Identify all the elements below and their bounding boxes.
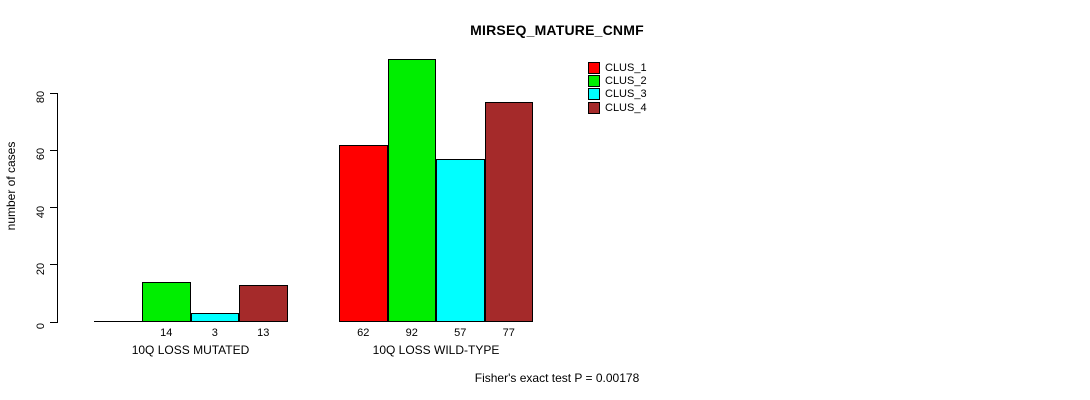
bar-value-label: 57 [454,327,467,339]
legend: CLUS_1 CLUS_2 CLUS_3 CLUS_4 [588,61,647,114]
bar-value-label: 13 [257,327,270,339]
group-label-1: 10Q LOSS MUTATED [131,343,250,357]
legend-item-CLUS_1: CLUS_1 [588,61,647,74]
bar-CLUS_4-group2 [484,102,533,322]
legend-swatch-icon [588,61,600,74]
y-axis-line [57,93,58,323]
y-axis-tick [50,92,57,94]
bar-CLUS_2-group1 [142,282,191,322]
bar-CLUS_3-group1 [190,313,239,322]
legend-item-CLUS_3: CLUS_3 [588,88,647,101]
bar-value-label: 62 [357,327,370,339]
legend-label: CLUS_4 [605,101,647,114]
legend-swatch-icon [588,74,600,87]
y-axis-tick [50,321,57,323]
bar-CLUS_3-group2 [436,159,485,322]
y-axis-tick [50,207,57,208]
bar-value-label: 92 [405,327,418,339]
bar-CLUS_1-group2 [339,145,388,322]
y-axis-tick-label: 0 [35,322,47,330]
bar-CLUS_2-group2 [387,59,436,322]
y-axis-tick-label: 80 [35,90,47,104]
legend-swatch-icon [588,88,600,101]
legend-label: CLUS_2 [605,74,647,87]
group-label-2: 10Q LOSS WILD-TYPE [372,343,500,357]
bar-value-label: 77 [502,327,515,339]
y-axis-tick [50,149,57,151]
y-axis-label: number of cases [4,141,18,231]
fisher-test-annotation: Fisher's exact test P = 0.00178 [474,371,640,385]
legend-swatch-icon [588,101,600,114]
bar-CLUS_4-group1 [239,285,288,322]
legend-label: CLUS_3 [605,88,647,101]
legend-item-CLUS_4: CLUS_4 [588,101,647,114]
bar-value-label: 14 [160,327,173,339]
legend-label: CLUS_1 [605,61,647,74]
bar-value-label: 3 [211,327,218,339]
legend-item-CLUS_2: CLUS_2 [588,74,647,87]
y-axis-tick-label: 40 [35,205,47,218]
chart-title: MIRSEQ_MATURE_CNMF [470,22,644,38]
bar-CLUS_1-zero [93,321,142,322]
y-axis-tick-label: 20 [35,262,47,275]
y-axis-tick [50,264,57,266]
y-axis-tick-label: 60 [35,148,47,161]
